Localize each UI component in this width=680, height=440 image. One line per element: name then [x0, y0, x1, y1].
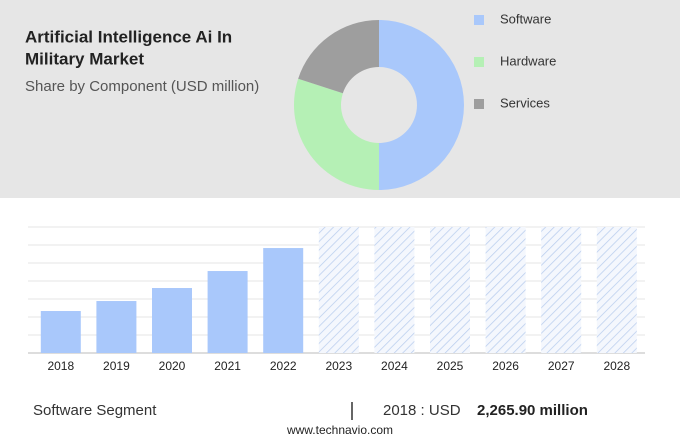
forecast-placeholder	[374, 227, 415, 353]
legend-swatch	[474, 57, 484, 67]
bar	[152, 288, 192, 353]
bar	[263, 248, 304, 353]
x-tick-label: 2025	[437, 359, 464, 373]
footer-site: www.technavio.com	[286, 423, 393, 437]
forecast-placeholder	[485, 227, 526, 353]
forecast-placeholder	[596, 227, 637, 353]
forecast-placeholder	[541, 227, 582, 353]
chart-subtitle: Share by Component (USD million)	[25, 78, 259, 95]
bar	[96, 301, 137, 353]
bar	[207, 271, 248, 353]
forecast-placeholder	[318, 227, 359, 353]
x-tick-label: 2024	[381, 359, 408, 373]
forecast-placeholder	[430, 227, 470, 353]
footer-value: 2,265.90 million	[477, 402, 588, 419]
bar	[40, 311, 81, 353]
x-tick-label: 2027	[548, 359, 575, 373]
footer-segment: Software Segment	[33, 402, 157, 419]
x-tick-label: 2023	[325, 359, 352, 373]
legend-swatch	[474, 99, 484, 109]
pie-slice	[298, 19, 379, 94]
legend-label: Services	[500, 95, 550, 110]
pie-slice	[293, 78, 379, 191]
chart-title: Military Market	[25, 49, 144, 68]
x-tick-label: 2021	[214, 359, 241, 373]
footer-year: 2018 : USD	[383, 402, 461, 419]
x-tick-label: 2019	[103, 359, 130, 373]
x-tick-label: 2026	[492, 359, 519, 373]
x-tick-label: 2022	[270, 359, 297, 373]
chart-title: Artificial Intelligence Ai In	[25, 27, 232, 46]
x-tick-label: 2020	[159, 359, 186, 373]
pie-slice	[379, 20, 464, 190]
legend-label: Software	[500, 11, 551, 26]
legend-label: Hardware	[500, 53, 556, 68]
x-tick-label: 2028	[603, 359, 630, 373]
x-tick-label: 2018	[47, 359, 74, 373]
legend-swatch	[474, 15, 484, 25]
